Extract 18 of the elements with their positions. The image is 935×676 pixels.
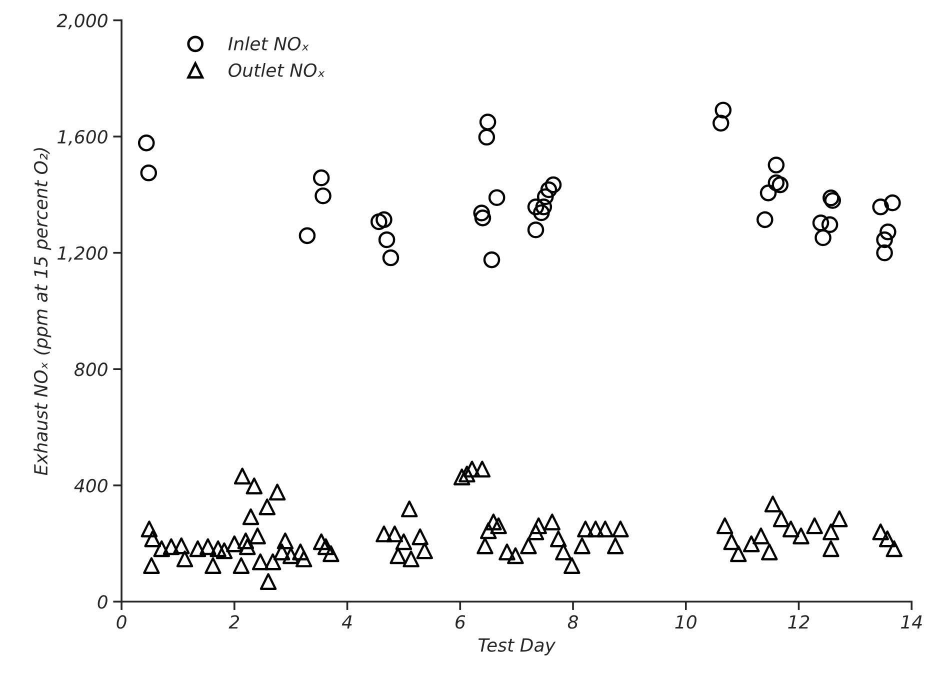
x-tick-label: 8 [568, 615, 578, 629]
y-tick-label: 0 [98, 595, 108, 609]
y-tick-label: 800 [74, 362, 108, 376]
legend-label: Outlet NOₓ [228, 63, 325, 78]
y-tick-label: 1,200 [58, 246, 108, 262]
y-axis-title: Exhaust NOₓ (ppm at 15 percent O₂) [34, 148, 52, 476]
x-tick-label: 0 [116, 615, 126, 629]
x-tick-label: 14 [901, 615, 922, 629]
y-tick-label: 2,000 [56, 14, 108, 30]
y-tick-label: 1,600 [58, 130, 108, 146]
x-axis-title: Test Day [478, 638, 556, 656]
x-tick-label: 2 [228, 615, 240, 629]
x-tick-label: 4 [342, 615, 352, 629]
x-tick-label: 6 [456, 615, 466, 629]
legend-label: Inlet NOₓ [228, 36, 309, 51]
y-tick-label: 400 [74, 478, 108, 492]
x-tick-label: 10 [675, 615, 696, 629]
x-tick-label: 12 [788, 615, 810, 629]
